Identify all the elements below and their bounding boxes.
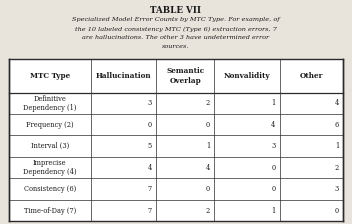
Text: 7: 7 bbox=[147, 207, 152, 215]
Text: 1: 1 bbox=[271, 207, 275, 215]
Text: Hallucination: Hallucination bbox=[95, 72, 151, 80]
Text: 2: 2 bbox=[335, 164, 339, 172]
Text: 7: 7 bbox=[147, 185, 152, 193]
Text: 4: 4 bbox=[271, 121, 275, 129]
Text: 2: 2 bbox=[206, 207, 210, 215]
Text: 0: 0 bbox=[206, 121, 210, 129]
Text: 0: 0 bbox=[271, 164, 275, 172]
Text: 4: 4 bbox=[206, 164, 210, 172]
Text: 3: 3 bbox=[335, 185, 339, 193]
Text: Imprecise
Dependency (4): Imprecise Dependency (4) bbox=[23, 159, 77, 176]
Text: Time-of-Day (7): Time-of-Day (7) bbox=[24, 207, 76, 215]
Text: 4: 4 bbox=[335, 99, 339, 107]
Text: Specialized Model Error Counts by MTC Type. For example, of: Specialized Model Error Counts by MTC Ty… bbox=[72, 17, 280, 22]
Text: 5: 5 bbox=[147, 142, 152, 150]
Text: Nonvalidity: Nonvalidity bbox=[224, 72, 270, 80]
Text: TABLE VII: TABLE VII bbox=[151, 6, 201, 15]
Text: 0: 0 bbox=[335, 207, 339, 215]
Text: 1: 1 bbox=[335, 142, 339, 150]
Text: 1: 1 bbox=[206, 142, 210, 150]
Text: Interval (3): Interval (3) bbox=[31, 142, 69, 150]
Text: Other: Other bbox=[300, 72, 323, 80]
Text: 4: 4 bbox=[147, 164, 152, 172]
Text: 3: 3 bbox=[147, 99, 152, 107]
Text: are hallucinations. The other 3 have undetermined error: are hallucinations. The other 3 have und… bbox=[82, 35, 270, 40]
Text: 3: 3 bbox=[271, 142, 275, 150]
Text: Definitive
Dependency (1): Definitive Dependency (1) bbox=[23, 95, 76, 112]
Text: 0: 0 bbox=[147, 121, 152, 129]
Text: Semantic
Overlap: Semantic Overlap bbox=[166, 67, 204, 84]
Text: 6: 6 bbox=[335, 121, 339, 129]
Text: sources.: sources. bbox=[162, 44, 190, 49]
Text: Consistency (6): Consistency (6) bbox=[24, 185, 76, 193]
Text: MTC Type: MTC Type bbox=[30, 72, 70, 80]
Text: Frequency (2): Frequency (2) bbox=[26, 121, 74, 129]
Text: the 10 labeled consistency MTC (Type 6) extraction errors, 7: the 10 labeled consistency MTC (Type 6) … bbox=[75, 26, 277, 32]
Bar bbox=[9, 59, 343, 221]
Text: 0: 0 bbox=[271, 185, 275, 193]
Text: 1: 1 bbox=[271, 99, 275, 107]
Text: 0: 0 bbox=[206, 185, 210, 193]
Text: 2: 2 bbox=[206, 99, 210, 107]
